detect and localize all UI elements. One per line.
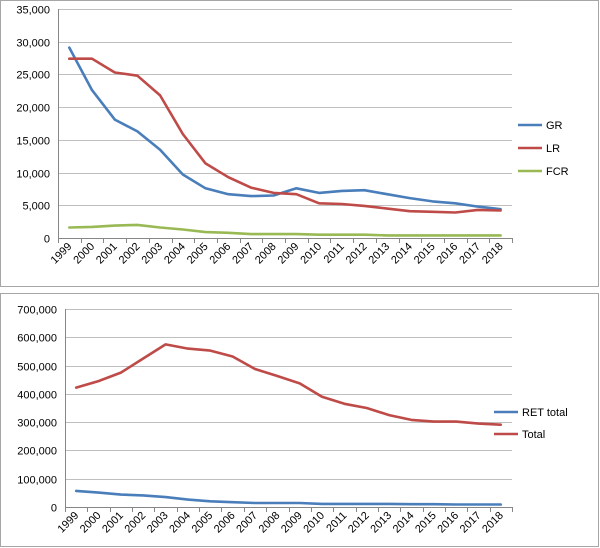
series-line-lr bbox=[68, 57, 502, 214]
y-tick-label: 5,000 bbox=[22, 201, 50, 213]
series-line-total bbox=[74, 343, 503, 427]
y-tick-label: 300,000 bbox=[17, 418, 57, 430]
y-tick-label: 700,000 bbox=[17, 305, 57, 317]
series-line-ret-total bbox=[74, 489, 503, 506]
chart-2: 0 100,000 200,000 300,000 400,000 500,000 600,… bbox=[0, 293, 599, 547]
legend: RET total Total bbox=[494, 407, 568, 441]
legend: GR LR FCR bbox=[518, 120, 569, 178]
legend-label: RET total bbox=[522, 407, 568, 419]
y-tick-label: 600,000 bbox=[17, 333, 57, 345]
chart-frame bbox=[0, 293, 599, 547]
y-tick-label: 0 bbox=[51, 503, 57, 515]
y-tick-label: 200,000 bbox=[17, 446, 57, 458]
y-tick-label: 35,000 bbox=[16, 5, 50, 17]
y-tick-label: 20,000 bbox=[16, 103, 50, 115]
series-line-gr bbox=[68, 46, 502, 211]
y-tick-label: 400,000 bbox=[17, 390, 57, 402]
legend-label: FCR bbox=[546, 166, 569, 178]
y-tick-label: 500,000 bbox=[17, 362, 57, 374]
legend-label: Total bbox=[522, 429, 545, 441]
y-tick-label: 0 bbox=[44, 234, 50, 246]
chart-1: 0 5,000 10,000 15,000 20,000 25,000 30,000 35,0… bbox=[0, 0, 599, 287]
legend-label: GR bbox=[546, 120, 563, 132]
y-tick-label: 30,000 bbox=[16, 38, 50, 50]
legend-label: LR bbox=[546, 143, 560, 155]
y-tick-label: 10,000 bbox=[16, 169, 50, 181]
y-tick-label: 25,000 bbox=[16, 70, 50, 82]
y-tick-label: 100,000 bbox=[17, 475, 57, 487]
y-tick-label: 15,000 bbox=[16, 136, 50, 148]
series-line-fcr bbox=[68, 223, 502, 237]
